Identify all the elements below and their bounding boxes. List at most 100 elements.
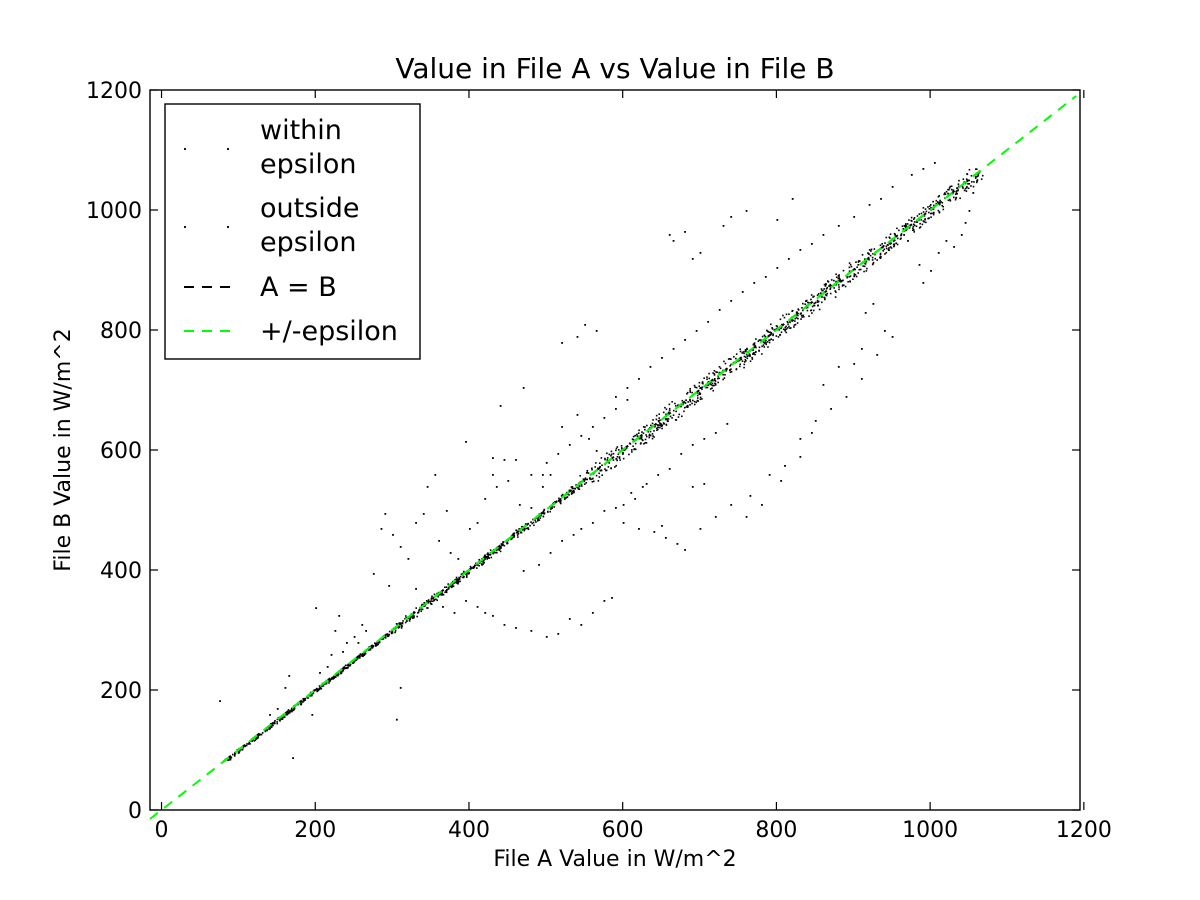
within-epsilon-point <box>837 284 840 286</box>
outside-epsilon-point <box>622 504 625 506</box>
outside-epsilon-point <box>549 474 552 476</box>
outside-epsilon-point <box>964 222 967 224</box>
outside-epsilon-point <box>730 504 733 506</box>
within-epsilon-point <box>777 336 780 338</box>
within-epsilon-point <box>633 448 636 450</box>
outside-epsilon-point <box>422 513 425 515</box>
within-epsilon-point <box>885 236 888 239</box>
within-epsilon-point <box>266 729 268 732</box>
within-epsilon-point <box>713 379 716 382</box>
within-epsilon-point <box>615 447 618 450</box>
within-epsilon-point <box>695 386 698 389</box>
within-epsilon-point <box>827 281 830 283</box>
within-epsilon-point <box>893 243 896 245</box>
within-epsilon-point <box>317 688 320 690</box>
within-epsilon-point <box>657 426 659 429</box>
within-epsilon-point <box>426 607 428 609</box>
within-epsilon-point <box>418 608 421 611</box>
outside-epsilon-point <box>684 339 686 341</box>
within-epsilon-point <box>456 580 458 583</box>
within-epsilon-point <box>480 563 483 565</box>
within-epsilon-point <box>400 627 403 629</box>
within-epsilon-point <box>957 183 960 186</box>
within-epsilon-point <box>835 283 838 286</box>
outside-epsilon-point <box>311 714 314 716</box>
within-epsilon-point <box>817 292 820 295</box>
within-epsilon-point <box>488 557 490 559</box>
outside-epsilon-point <box>595 450 598 452</box>
outside-epsilon-point <box>668 234 671 236</box>
within-epsilon-point <box>830 279 833 281</box>
within-epsilon-point <box>855 261 857 263</box>
within-epsilon-point <box>388 630 391 633</box>
outside-epsilon-point <box>361 624 364 626</box>
within-epsilon-point <box>838 288 840 291</box>
within-epsilon-point <box>531 522 534 525</box>
within-epsilon-point <box>335 674 338 677</box>
within-epsilon-point <box>885 245 888 248</box>
legend-label-outside-line-2: epsilon <box>260 227 356 258</box>
within-epsilon-point <box>612 452 615 455</box>
outside-epsilon-point <box>615 408 617 410</box>
outside-epsilon-point <box>615 507 617 509</box>
outside-epsilon-point <box>684 549 686 551</box>
within-epsilon-point <box>838 286 840 288</box>
within-epsilon-point <box>527 528 530 531</box>
within-epsilon-point <box>575 484 577 486</box>
outside-epsilon-series <box>219 162 979 759</box>
within-epsilon-point <box>746 347 748 350</box>
within-epsilon-point <box>637 432 640 434</box>
within-epsilon-point <box>594 466 596 468</box>
within-epsilon-point <box>881 243 883 245</box>
within-epsilon-point <box>645 435 648 438</box>
within-epsilon-point <box>281 716 284 719</box>
within-epsilon-point <box>533 524 535 527</box>
y-tick-label: 400 <box>100 559 142 584</box>
within-epsilon-point <box>916 215 919 217</box>
within-epsilon-point <box>701 386 703 389</box>
within-epsilon-point <box>604 458 606 461</box>
within-epsilon-point <box>394 627 397 630</box>
within-epsilon-point <box>319 687 321 689</box>
within-epsilon-point <box>689 399 691 402</box>
within-epsilon-point <box>709 381 712 384</box>
outside-epsilon-point <box>860 378 863 380</box>
y-tick-label: 200 <box>100 679 142 704</box>
within-epsilon-point <box>585 481 588 484</box>
within-epsilon-point <box>806 309 809 312</box>
outside-epsilon-point <box>507 480 510 482</box>
within-epsilon-point <box>247 743 250 745</box>
within-epsilon-point <box>928 207 931 210</box>
y-tick-label: 1200 <box>86 79 142 104</box>
within-epsilon-point <box>848 266 851 269</box>
within-epsilon-point <box>640 437 643 440</box>
within-epsilon-point <box>325 682 328 685</box>
within-epsilon-point <box>956 192 958 195</box>
within-epsilon-point <box>567 493 570 496</box>
within-epsilon-point <box>888 247 890 249</box>
within-epsilon-point <box>465 576 468 578</box>
within-epsilon-point <box>754 353 756 356</box>
within-epsilon-point <box>583 483 586 485</box>
within-epsilon-point <box>739 363 742 366</box>
within-epsilon-point <box>363 654 366 656</box>
within-epsilon-point <box>408 618 411 621</box>
within-epsilon-point <box>698 385 701 388</box>
within-epsilon-point <box>793 324 796 326</box>
within-epsilon-point <box>858 260 861 262</box>
within-epsilon-point <box>743 361 746 363</box>
within-epsilon-point <box>649 430 652 433</box>
within-epsilon-point <box>888 249 890 252</box>
outside-epsilon-point <box>372 573 375 575</box>
within-epsilon-point <box>943 193 945 196</box>
within-epsilon-point <box>948 188 950 191</box>
within-epsilon-point <box>879 256 881 259</box>
within-epsilon-point <box>527 527 529 529</box>
outside-epsilon-point <box>342 651 344 653</box>
within-epsilon-point <box>744 350 746 353</box>
within-epsilon-point <box>643 442 645 445</box>
outside-epsilon-point <box>399 546 402 548</box>
within-epsilon-point <box>374 643 377 646</box>
within-epsilon-point <box>589 477 591 479</box>
within-epsilon-point <box>341 670 344 673</box>
